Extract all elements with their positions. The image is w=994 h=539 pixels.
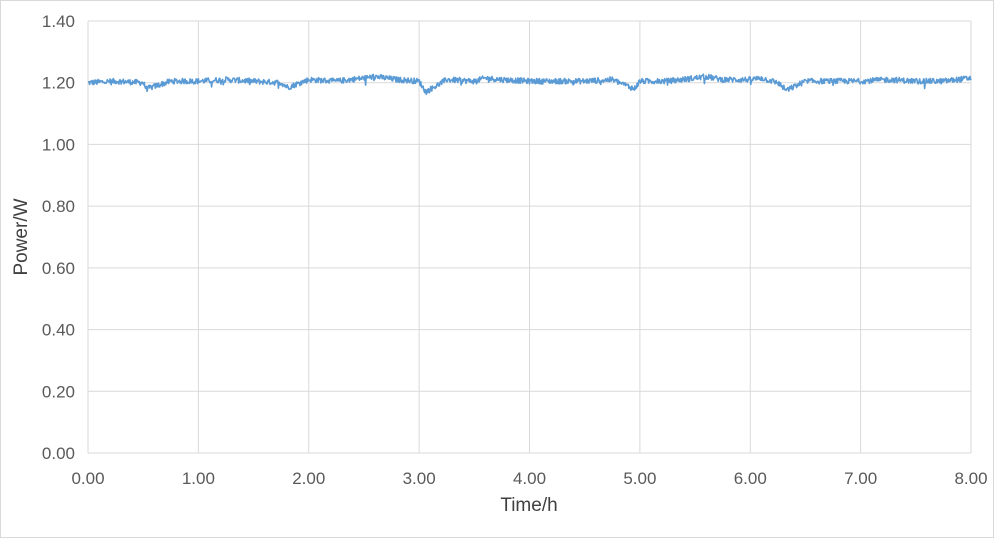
- x-tick-labels: 0.00 1.00 2.00 3.00 4.00 5.00 6.00 7.00 8.00: [71, 469, 987, 488]
- power-series-line: [87, 73, 972, 96]
- y-tick-label: 0.00: [42, 444, 75, 463]
- y-tick-labels: 0.00 0.20 0.40 0.60 0.80 1.00 1.20 1.40: [42, 12, 75, 463]
- y-axis-title: Power/W: [11, 198, 32, 275]
- y-tick-label: 0.60: [42, 259, 75, 278]
- y-tick-label: 1.00: [42, 135, 75, 154]
- x-tick-label: 2.00: [292, 469, 325, 488]
- x-tick-label: 0.00: [71, 469, 104, 488]
- series-layer: [87, 73, 972, 96]
- y-tick-label: 1.20: [42, 74, 75, 93]
- x-tick-label: 6.00: [734, 469, 767, 488]
- x-axis-title: Time/h: [500, 495, 557, 516]
- x-tick-label: 7.00: [844, 469, 877, 488]
- y-tick-label: 1.40: [42, 12, 75, 31]
- y-tick-label: 0.40: [42, 321, 75, 340]
- x-tick-label: 4.00: [513, 469, 546, 488]
- gridlines: [87, 20, 972, 454]
- x-tick-label: 8.00: [954, 469, 987, 488]
- x-tick-label: 5.00: [623, 469, 656, 488]
- y-tick-label: 0.20: [42, 382, 75, 401]
- x-tick-label: 3.00: [403, 469, 436, 488]
- y-tick-label: 0.80: [42, 197, 75, 216]
- x-tick-label: 1.00: [182, 469, 215, 488]
